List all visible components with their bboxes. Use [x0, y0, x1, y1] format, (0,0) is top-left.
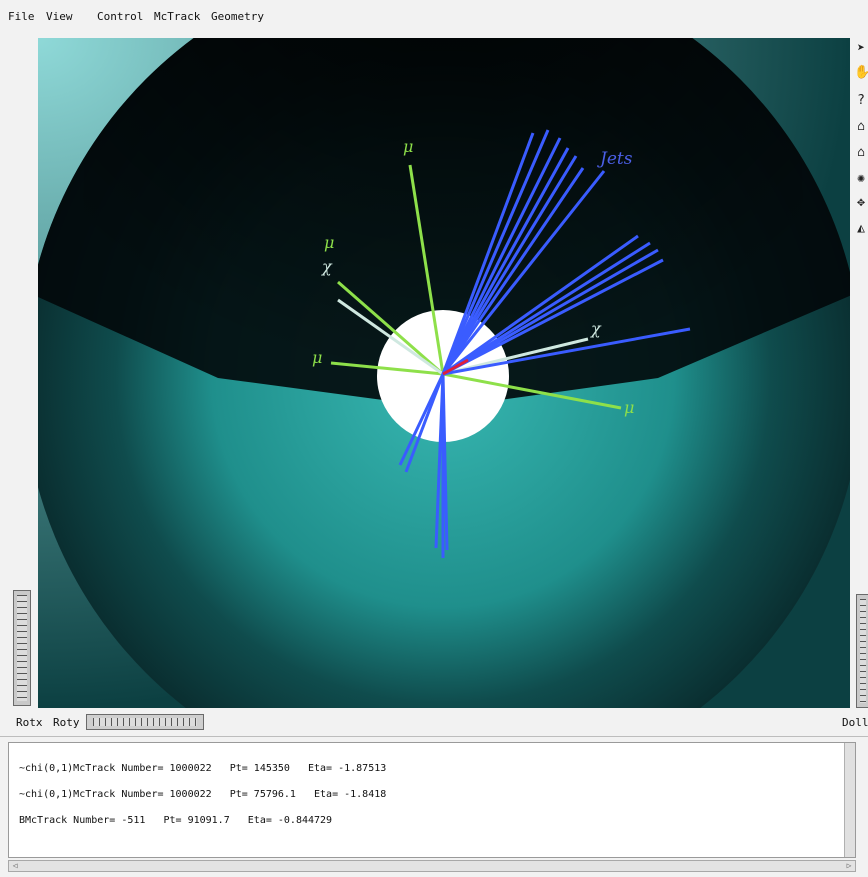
roty-thumbwheel[interactable]: [86, 714, 204, 730]
menu-control[interactable]: Control: [97, 10, 144, 23]
set-home-icon[interactable]: ⌂: [857, 145, 865, 160]
rotx-thumbwheel[interactable]: [13, 590, 31, 706]
help-icon[interactable]: ?: [857, 93, 865, 108]
divider: [0, 736, 868, 737]
output-console[interactable]: ~chi(0,1)McTrack Number= 1000022 Pt= 145…: [8, 742, 856, 858]
dolly-thumbwheel[interactable]: [856, 594, 868, 708]
home-icon[interactable]: ⌂: [857, 119, 865, 134]
perspective-icon[interactable]: ◭: [857, 221, 865, 236]
mu-label-left-upper: μ: [324, 233, 334, 252]
menu-mctrack[interactable]: McTrack: [154, 10, 201, 23]
chi-label-left: χ: [321, 257, 333, 276]
view-all-icon[interactable]: ✺: [857, 171, 865, 186]
menu-geometry[interactable]: Geometry: [211, 10, 264, 23]
hand-rotate-icon[interactable]: ✋: [854, 65, 868, 80]
muon-tracks: [330, 164, 622, 410]
chi-label-right: χ: [590, 319, 602, 338]
rotx-label: Rotx: [16, 716, 43, 729]
menu-bar: File View Control McTrack Geometry: [0, 0, 868, 34]
menu-file[interactable]: File: [8, 10, 35, 23]
seek-icon[interactable]: ✥: [857, 195, 865, 210]
console-line-1: ~chi(0,1)McTrack Number= 1000022 Pt= 145…: [19, 763, 387, 774]
event-display-canvas[interactable]: Jets μ μ μ μ χ χ: [38, 38, 850, 708]
console-line-3: BMcTrack Number= -511 Pt= 91091.7 Eta= -…: [19, 815, 333, 826]
console-line-2: ~chi(0,1)McTrack Number= 1000022 Pt= 757…: [19, 789, 387, 800]
mu-label-top: μ: [403, 137, 413, 156]
mu-label-left: μ: [312, 348, 322, 367]
menu-view[interactable]: View: [46, 10, 73, 23]
event-display-viewer[interactable]: Jets μ μ μ μ χ χ: [38, 38, 850, 708]
jets-label: Jets: [597, 149, 633, 169]
roty-label: Roty: [53, 716, 80, 729]
scroll-left-icon[interactable]: ◁: [12, 861, 18, 870]
mu-label-right: μ: [624, 398, 634, 417]
console-vertical-scrollbar[interactable]: [844, 743, 855, 857]
console-horizontal-scrollbar[interactable]: ◁ ▷: [8, 860, 856, 872]
scroll-right-icon[interactable]: ▷: [846, 861, 852, 870]
viewer-toolbar: ➤ ✋ ? ⌂ ⌂ ✺ ✥ ◭: [854, 38, 868, 288]
red-track: [442, 358, 469, 376]
pointer-icon[interactable]: ➤: [857, 41, 865, 56]
dolly-label: Dolly: [842, 716, 868, 729]
jet-tracks: [398, 129, 691, 558]
